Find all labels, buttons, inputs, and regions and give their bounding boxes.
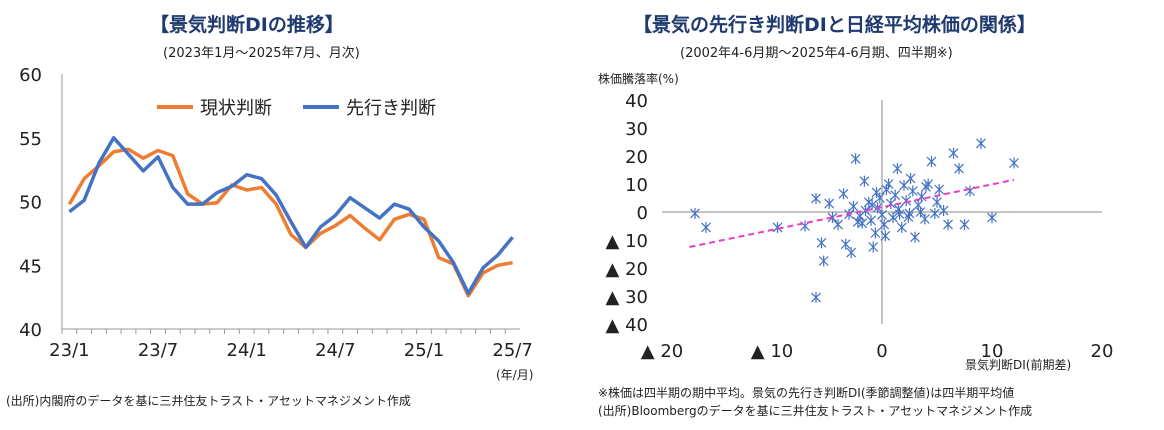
y-tick-label: ▲ 10	[606, 231, 648, 252]
scatter-point	[818, 255, 829, 267]
scatter-point	[907, 185, 918, 197]
scatter-point	[866, 214, 876, 226]
left-line-chart: 40 45 50 55 60 23/1 23/7 24/1 24/7 25/1 25/7 現状判断 先行…	[19, 65, 533, 361]
y-tick-label: 45	[19, 256, 42, 277]
right-scatter-chart: 40 30 20 10 0 ▲ 10 ▲ 20 ▲ 30 ▲ 40 ▲ 20 ▲ 10 0 10 20	[606, 91, 1114, 362]
y-tick-label: ▲ 40	[606, 315, 648, 336]
scatter-point	[838, 188, 849, 200]
scatter-point	[840, 238, 851, 250]
scatter-point	[846, 247, 857, 259]
left-chart-title: 【景気判断DIの推移】	[150, 14, 344, 36]
scatter-point	[890, 189, 901, 201]
x-tick-label: 24/7	[315, 340, 355, 361]
right-y-axis-label: 株価騰落率(%)	[598, 72, 679, 86]
y-tick-label: 55	[19, 129, 42, 150]
scatter-point	[910, 231, 920, 243]
scatter-point	[904, 207, 915, 219]
x-tick-label: 24/1	[226, 340, 266, 361]
left-unit-label: (年/月)	[496, 368, 534, 382]
scatter-point	[883, 178, 894, 190]
scatter-point	[901, 195, 912, 207]
scatter-point	[948, 147, 959, 159]
scatter-point	[892, 163, 903, 175]
legend-label-future: 先行き判断	[346, 98, 436, 119]
scatter-point	[811, 291, 821, 303]
right-x-axis-label: 景気判断DI(前期差)	[965, 358, 1072, 372]
scatter-point	[824, 198, 835, 210]
y-tick-label: ▲ 20	[606, 259, 648, 280]
scatter-point	[893, 203, 904, 215]
scatter-point	[701, 221, 711, 233]
scatter-point	[896, 221, 907, 233]
scatter-point	[867, 199, 878, 211]
right-chart-subtitle: (2002年4-6月期～2025年4-6月期、四半期※)	[680, 46, 953, 61]
scatter-point	[850, 153, 861, 165]
scatter-point	[921, 181, 931, 193]
scatter-point	[987, 212, 997, 224]
scatter-point	[871, 186, 882, 198]
right-footnote: ※株価は四半期の期中平均。景気の先行き判断DI(季節調整値)は四半期平均値	[598, 386, 1015, 400]
scatter-point	[919, 213, 930, 225]
scatter-point	[888, 212, 898, 224]
scatter-point	[859, 175, 870, 187]
left-chart-subtitle: (2023年1月～2025年7月、月次)	[163, 46, 360, 61]
scatter-point	[976, 137, 986, 149]
left-source-note: (出所)内閣府のデータを基に三井住友トラスト・アセットマネジメント作成	[6, 394, 411, 408]
y-tick-label: 40	[19, 320, 42, 341]
scatter-point	[929, 207, 940, 219]
x-tick-label: 10	[981, 341, 1004, 362]
scatter-point	[1009, 157, 1019, 169]
scatter-point	[877, 209, 887, 221]
x-tick-label: 20	[1091, 341, 1114, 362]
x-tick-label: ▲ 20	[641, 341, 683, 362]
y-tick-label: ▲ 30	[606, 287, 648, 308]
x-tick-label: 23/7	[138, 340, 178, 361]
right-source-note: (出所)Bloombergのデータを基に三井住友トラスト・アセットマネジメント作…	[598, 404, 1033, 418]
x-tick-label: 25/7	[492, 340, 532, 361]
scatter-point	[926, 156, 937, 168]
y-tick-label: 20	[625, 147, 648, 168]
scatter-point	[905, 172, 916, 184]
legend-label-current: 現状判断	[200, 98, 272, 119]
x-tick-label: ▲ 10	[751, 341, 793, 362]
scatter-point	[772, 221, 783, 233]
series-line-current	[67, 147, 513, 298]
x-tick-label: 23/1	[49, 340, 89, 361]
scatter-point	[915, 206, 926, 218]
scatter-point	[943, 219, 953, 231]
scatter-point	[880, 230, 891, 242]
scatter-point	[690, 207, 700, 219]
scatter-point	[938, 205, 949, 217]
y-tick-label: 10	[625, 175, 648, 196]
scatter-point	[879, 219, 890, 231]
scatter-point	[811, 193, 821, 205]
scatter-point	[833, 219, 843, 231]
x-tick-label: 25/1	[404, 340, 444, 361]
scatter-point	[954, 163, 964, 175]
scatter-point	[868, 241, 879, 253]
y-tick-label: 0	[637, 203, 648, 224]
scatter-point	[959, 219, 970, 231]
scatter-point	[870, 227, 881, 239]
y-tick-label: 60	[19, 65, 42, 86]
y-tick-label: 50	[19, 193, 42, 214]
scatter-point	[816, 237, 827, 249]
x-tick-label: 0	[876, 341, 887, 362]
scatter-point	[852, 216, 863, 228]
scatter-point	[932, 196, 942, 208]
scatter-point	[934, 184, 945, 196]
series-line-future	[68, 136, 514, 296]
right-chart-title: 【景気の先行き判断DIと日経平均株価の関係】	[633, 14, 1036, 36]
y-tick-label: 40	[625, 91, 648, 112]
scatter-point	[965, 185, 975, 197]
y-tick-label: 30	[625, 119, 648, 140]
trend-line	[689, 178, 1015, 248]
scatter-point	[903, 211, 914, 223]
